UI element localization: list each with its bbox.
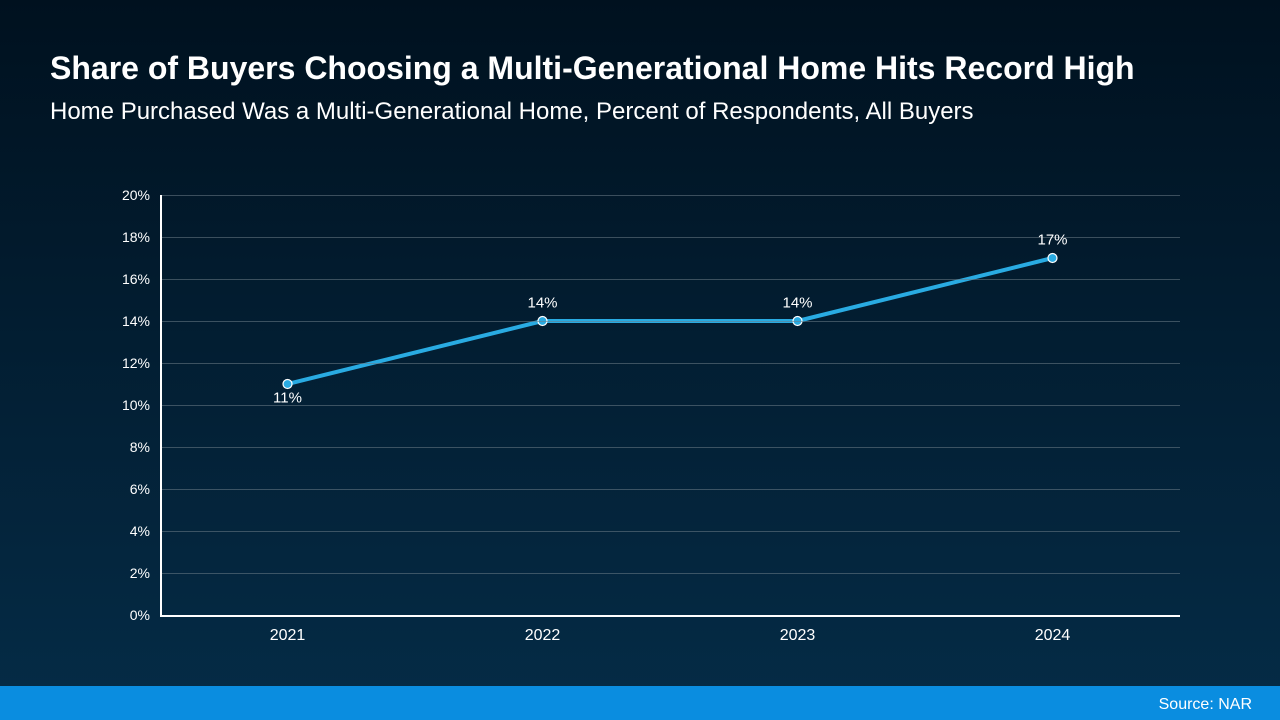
plot-area: 0%2%4%6%8%10%12%14%16%18%20%202120222023… (160, 195, 1180, 615)
gridline (160, 279, 1180, 280)
gridline (160, 489, 1180, 490)
y-tick-label: 14% (122, 313, 150, 329)
chart-title: Share of Buyers Choosing a Multi-Generat… (50, 48, 1230, 88)
y-tick-label: 16% (122, 271, 150, 287)
y-tick-label: 2% (130, 565, 150, 581)
y-tick-label: 12% (122, 355, 150, 371)
x-tick-label: 2022 (525, 627, 561, 645)
gridline (160, 573, 1180, 574)
data-label: 11% (273, 390, 302, 407)
gridline (160, 405, 1180, 406)
gridline (160, 195, 1180, 196)
chart-subtitle: Home Purchased Was a Multi-Generational … (50, 98, 1230, 126)
gridline (160, 447, 1180, 448)
gridline (160, 531, 1180, 532)
data-marker (283, 380, 292, 389)
x-axis (160, 615, 1180, 617)
gridline (160, 363, 1180, 364)
y-axis (160, 195, 162, 615)
y-tick-label: 8% (130, 439, 150, 455)
data-label: 14% (782, 295, 812, 312)
y-tick-label: 0% (130, 607, 150, 623)
chart-container: 0%2%4%6%8%10%12%14%16%18%20%202120222023… (100, 195, 1180, 645)
y-tick-label: 18% (122, 229, 150, 245)
y-tick-label: 20% (122, 187, 150, 203)
footer-band (0, 686, 1280, 720)
data-label: 17% (1037, 232, 1067, 249)
gridline (160, 237, 1180, 238)
y-tick-label: 10% (122, 397, 150, 413)
gridline (160, 321, 1180, 322)
data-marker (1048, 254, 1057, 263)
x-tick-label: 2024 (1035, 627, 1071, 645)
x-tick-label: 2023 (780, 627, 816, 645)
x-tick-label: 2021 (270, 627, 306, 645)
data-label: 14% (527, 295, 557, 312)
source-label: Source: NAR (1159, 696, 1252, 714)
y-tick-label: 6% (130, 481, 150, 497)
y-tick-label: 4% (130, 523, 150, 539)
